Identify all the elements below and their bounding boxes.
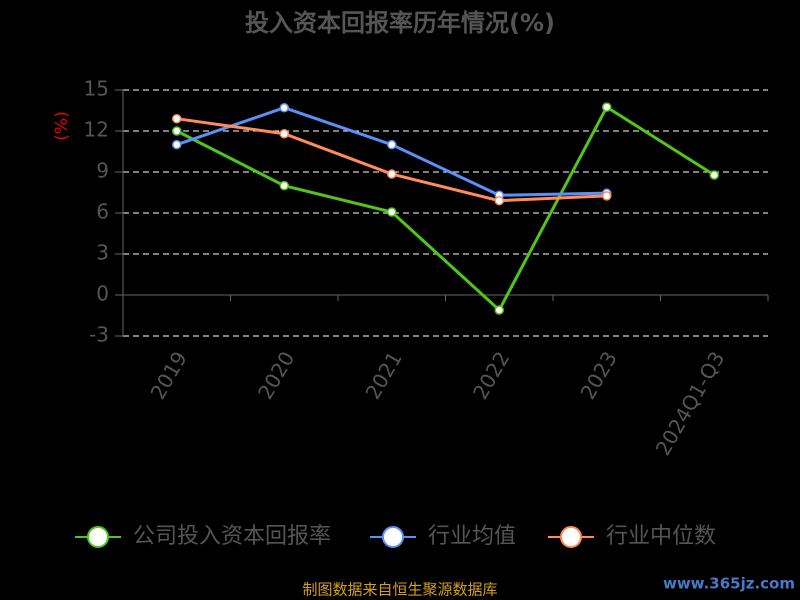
- data-point: [279, 180, 289, 191]
- data-point: [494, 195, 504, 206]
- y-tick-label: 0: [96, 282, 109, 306]
- legend-label: 公司投入资本回报率: [133, 524, 331, 549]
- data-point: [172, 126, 182, 136]
- data-point: [279, 103, 289, 113]
- data-point: [602, 102, 612, 112]
- series-line: [176, 104, 716, 313]
- y-tick-label: 9: [96, 159, 109, 183]
- y-tick-label: 12: [84, 118, 109, 142]
- legend-label: 行业均值: [428, 524, 516, 549]
- legend-marker: [560, 526, 582, 548]
- y-axis-label: (%): [52, 111, 72, 140]
- data-point: [709, 170, 719, 180]
- data-point: [387, 169, 397, 179]
- data-point: [172, 113, 182, 124]
- chart-title: 投入资本回报率历年情况(%): [245, 9, 555, 37]
- data-point: [602, 191, 612, 201]
- legend-marker: [87, 526, 109, 548]
- data-point: [494, 305, 504, 315]
- data-point: [387, 139, 397, 150]
- watermark: www.365jz.com: [663, 575, 795, 593]
- source-note: 制图数据来自恒生聚源数据库: [302, 581, 497, 599]
- y-tick-label: 3: [96, 241, 109, 265]
- data-point: [279, 128, 289, 139]
- y-tick-label: 6: [96, 200, 109, 224]
- data-point: [172, 139, 182, 150]
- y-tick-label: 15: [84, 77, 109, 101]
- legend-label: 行业中位数: [606, 524, 716, 549]
- data-point: [387, 207, 397, 217]
- legend-marker: [382, 526, 404, 548]
- y-tick-label: -3: [89, 323, 109, 347]
